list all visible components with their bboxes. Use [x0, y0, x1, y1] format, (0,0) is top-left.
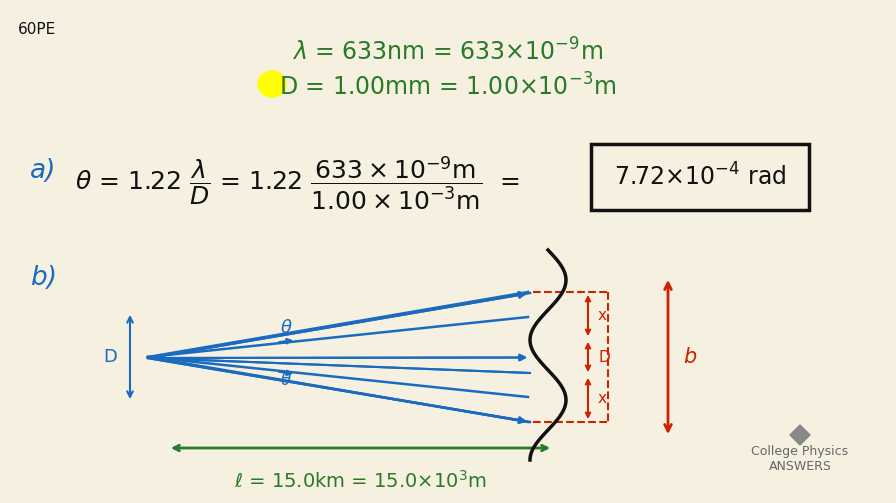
- Text: b: b: [683, 347, 696, 367]
- Text: $\theta$ = 1.22 $\dfrac{\lambda}{D}$ = 1.22 $\dfrac{633\times10^{-9}\mathrm{m}}{: $\theta$ = 1.22 $\dfrac{\lambda}{D}$ = 1…: [75, 155, 520, 212]
- Text: $\theta$: $\theta$: [280, 319, 293, 337]
- Polygon shape: [790, 425, 810, 445]
- Text: x: x: [598, 391, 607, 406]
- Text: 7.72$\times$10$^{-4}$ rad: 7.72$\times$10$^{-4}$ rad: [614, 163, 786, 191]
- Text: 60PE: 60PE: [18, 22, 56, 37]
- Text: a): a): [30, 158, 56, 184]
- Ellipse shape: [258, 71, 286, 97]
- Text: D: D: [598, 350, 610, 365]
- Text: D = 1.00mm = 1.00$\times$10$^{-3}$m: D = 1.00mm = 1.00$\times$10$^{-3}$m: [280, 73, 616, 100]
- Text: D: D: [103, 348, 117, 366]
- Text: College Physics
ANSWERS: College Physics ANSWERS: [752, 445, 849, 473]
- Text: $\theta$: $\theta$: [280, 371, 292, 389]
- Text: $\ell$ = 15.0km = 15.0$\times$10$^{3}$m: $\ell$ = 15.0km = 15.0$\times$10$^{3}$m: [234, 470, 487, 492]
- Text: $\lambda$ = 633nm = 633$\times$10$^{-9}$m: $\lambda$ = 633nm = 633$\times$10$^{-9}$…: [292, 38, 604, 65]
- Text: x: x: [598, 308, 607, 323]
- Text: b): b): [30, 265, 57, 291]
- FancyBboxPatch shape: [591, 144, 809, 210]
